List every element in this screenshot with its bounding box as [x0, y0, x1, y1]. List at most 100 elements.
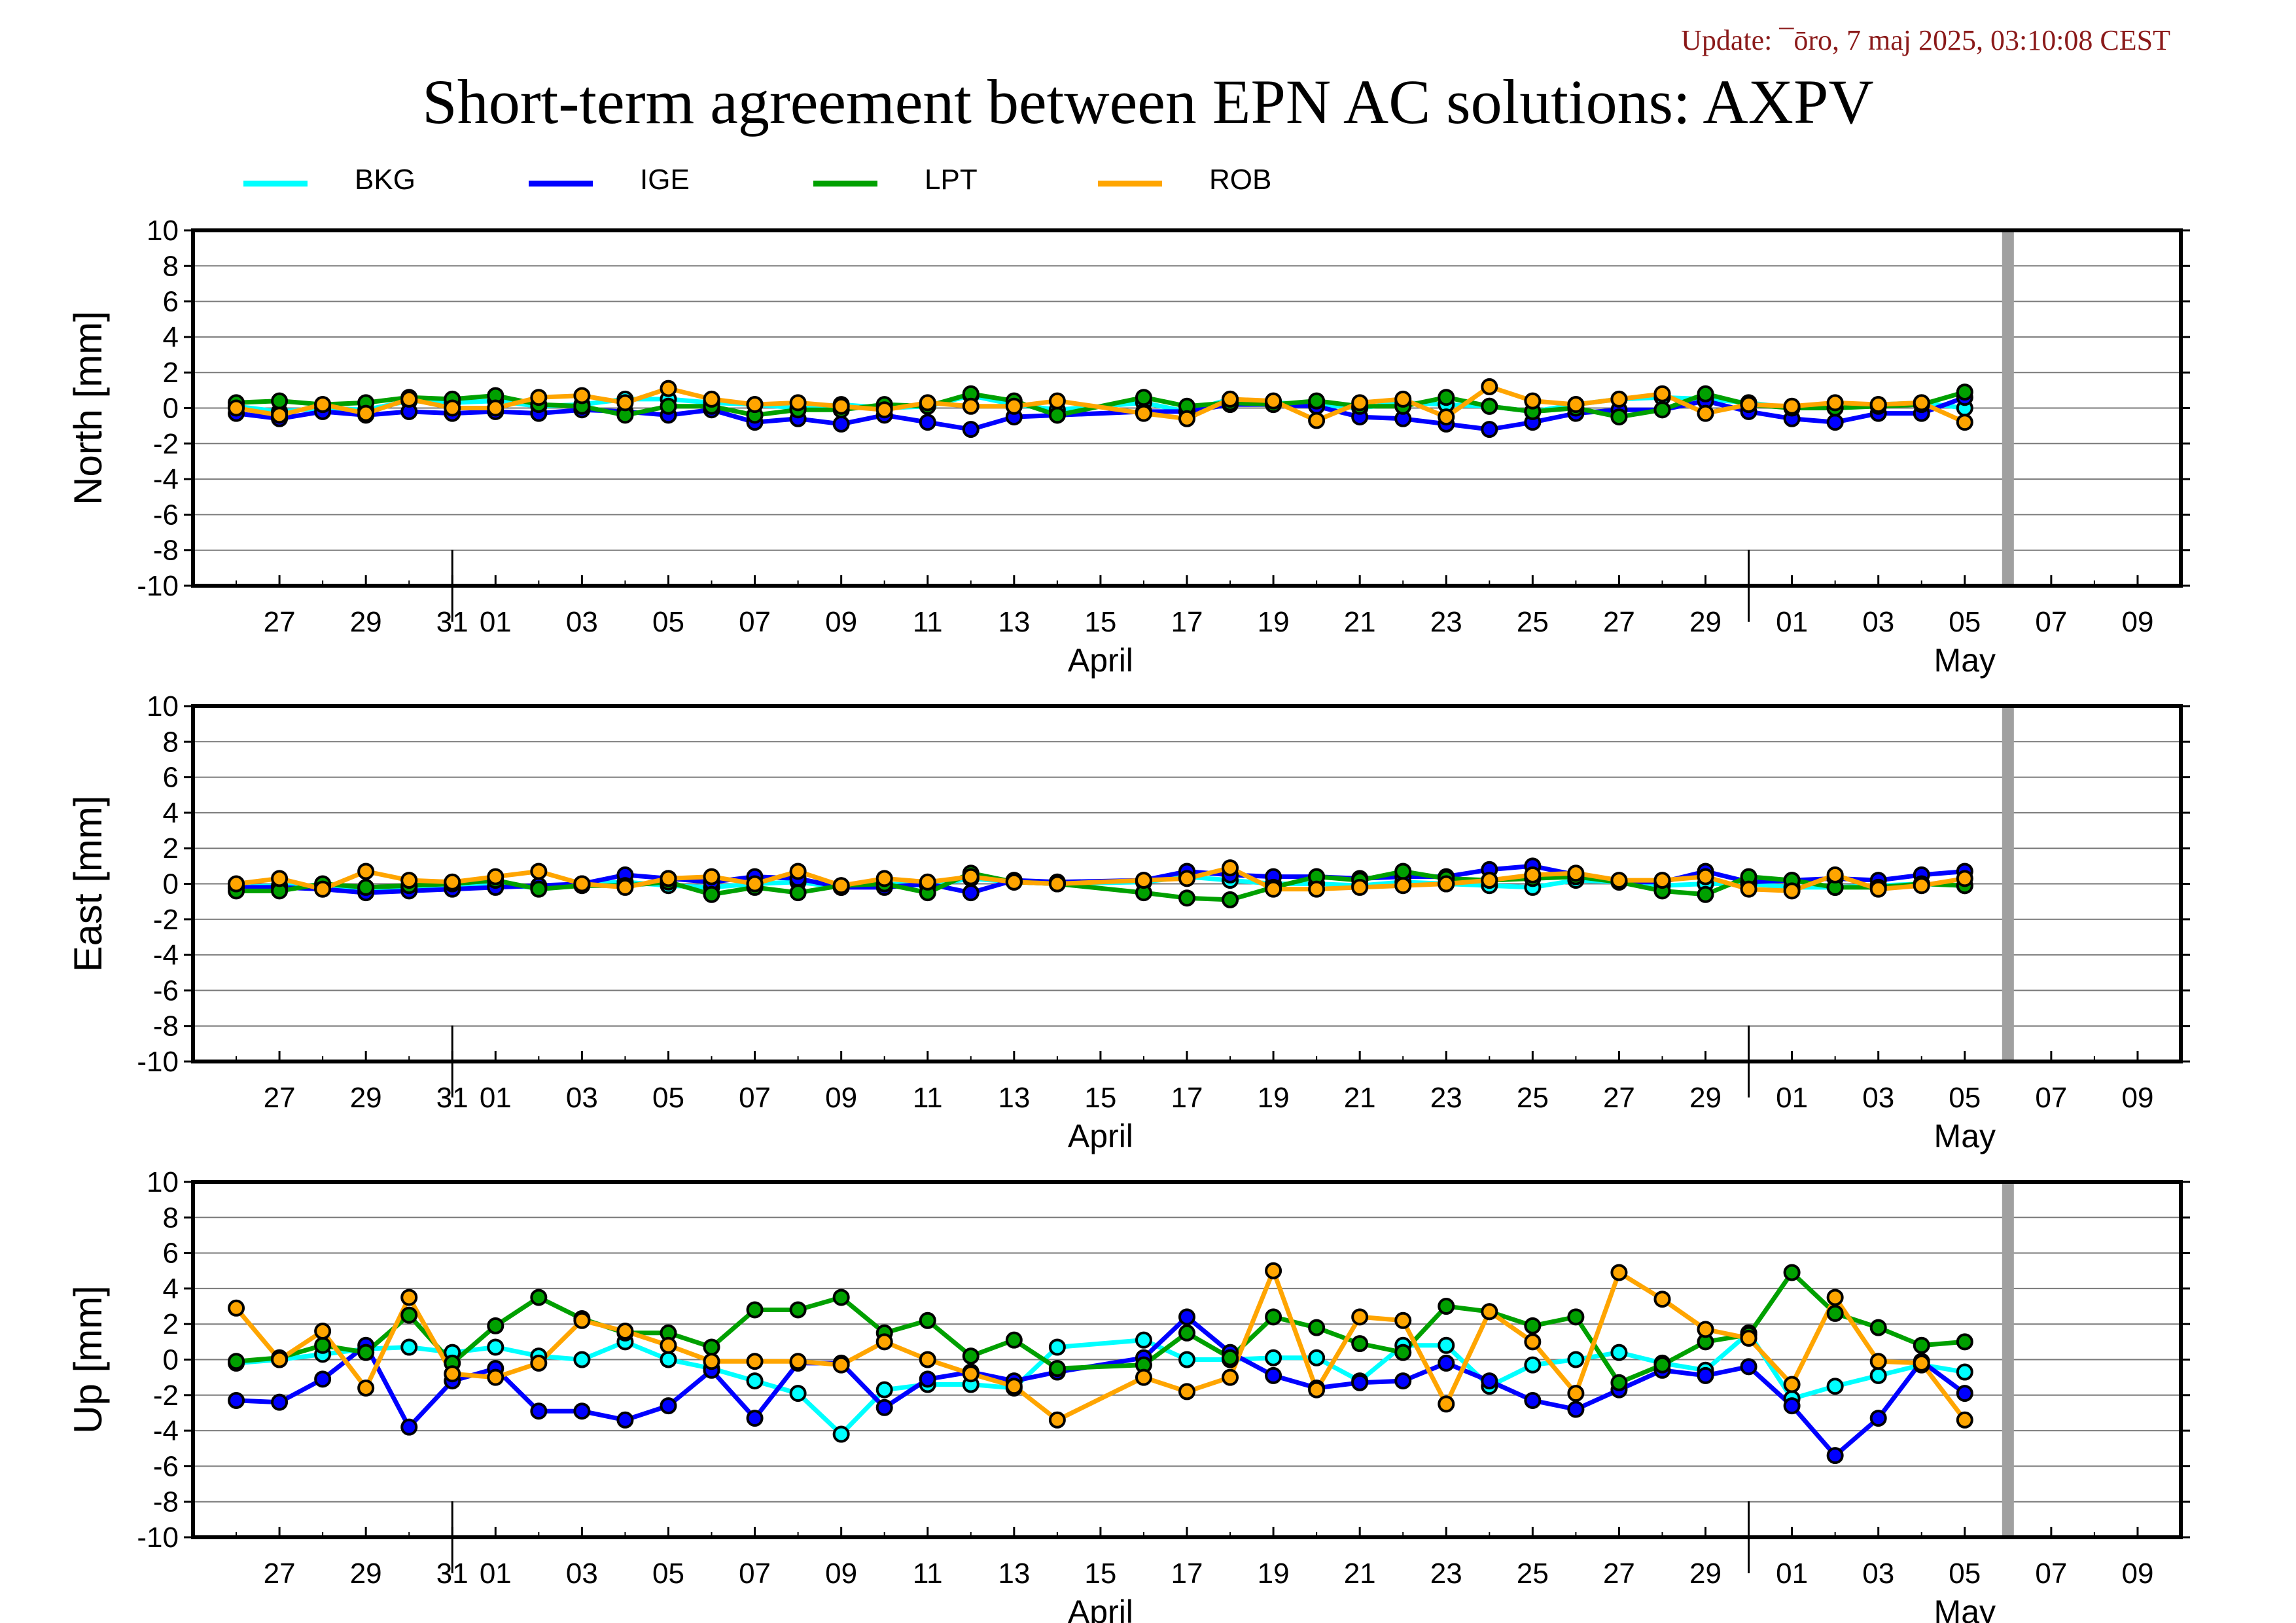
east-point-rob: [1567, 865, 1585, 882]
up-point-rob: [660, 1336, 677, 1354]
east-y-tick-label: 4: [163, 797, 179, 829]
up-point-rob: [1005, 1378, 1023, 1395]
north-point-ige: [1481, 421, 1498, 438]
up-y-tick-label: 0: [163, 1344, 179, 1376]
north-point-lpt: [1697, 385, 1714, 402]
up-point-ige: [573, 1402, 591, 1420]
east-point-lpt: [1394, 863, 1412, 880]
up-point-lpt: [1351, 1335, 1369, 1353]
east-point-rob: [1610, 872, 1628, 889]
east-point-rob: [1222, 859, 1239, 877]
up-series-line-lpt: [236, 1270, 1966, 1385]
up-x-tick-label: 03: [566, 1558, 598, 1590]
north-point-rob: [1351, 394, 1369, 412]
north-x-tick-label: 15: [1084, 606, 1116, 638]
up-point-rob: [573, 1311, 591, 1329]
east-point-lpt: [703, 885, 720, 903]
east-x-tick-label: 15: [1084, 1082, 1116, 1114]
east-x-tick-label: 07: [2035, 1082, 2067, 1114]
up-x-tick-label: 29: [350, 1558, 382, 1590]
east-point-rob: [1481, 872, 1498, 889]
up-point-ige: [1826, 1447, 1844, 1465]
up-point-rob: [1048, 1411, 1066, 1429]
up-point-rob: [1524, 1333, 1542, 1351]
north-point-lpt: [1610, 408, 1628, 426]
up-point-ige: [530, 1402, 548, 1420]
east-month-label: April: [1068, 1118, 1133, 1154]
up-y-tick-label: -6: [153, 1450, 179, 1482]
up-x-tick-label: 05: [1949, 1558, 1981, 1590]
up-point-lpt: [1783, 1264, 1801, 1281]
east-point-rob: [573, 875, 591, 893]
up-point-rob: [1178, 1383, 1195, 1400]
up-point-lpt: [746, 1301, 764, 1319]
up-point-bkg: [1178, 1351, 1195, 1368]
north-point-rob: [573, 387, 591, 404]
up-point-rob: [789, 1353, 807, 1370]
legend-swatch-rob: [1098, 181, 1162, 187]
up-point-bkg: [1265, 1349, 1282, 1366]
east-y-tick-label: -8: [153, 1010, 179, 1043]
east-current-date-marker: [2002, 707, 2014, 1060]
north-point-lpt: [1653, 401, 1671, 419]
east-point-rob: [832, 877, 850, 895]
east-series-line-lpt: [236, 869, 1965, 902]
up-point-ige: [1351, 1374, 1369, 1391]
up-point-lpt: [1178, 1324, 1195, 1342]
east-point-rob: [1005, 873, 1023, 891]
north-x-tick-label: 17: [1171, 606, 1203, 638]
north-point-ige: [962, 421, 980, 438]
east-x-tick-label: 31: [436, 1082, 468, 1114]
up-point-rob: [1826, 1289, 1844, 1306]
up-point-rob: [1956, 1411, 1973, 1429]
up-point-rob: [400, 1289, 418, 1306]
north-point-ige: [919, 414, 936, 431]
up-point-bkg: [1438, 1336, 1455, 1354]
up-point-ige: [1481, 1372, 1498, 1390]
up-point-bkg: [1524, 1356, 1542, 1374]
north-x-tick-label: 09: [825, 606, 857, 638]
east-point-rob: [1913, 877, 1930, 895]
east-y-tick-label: 8: [163, 726, 179, 758]
up-point-bkg: [487, 1338, 504, 1356]
up-point-lpt: [1265, 1308, 1282, 1326]
north-x-tick-label: 03: [566, 606, 598, 638]
east-x-tick-label: 13: [998, 1082, 1030, 1114]
north-y-tick-label: -10: [137, 570, 179, 602]
up-point-ige: [1697, 1366, 1714, 1384]
up-point-rob: [228, 1299, 245, 1317]
east-point-lpt: [1178, 889, 1195, 907]
up-point-bkg: [573, 1351, 591, 1368]
up-point-lpt: [1567, 1308, 1585, 1326]
east-x-tick-label: 19: [1258, 1082, 1290, 1114]
east-point-rob: [875, 870, 893, 887]
north-point-rob: [875, 401, 893, 419]
north-point-rob: [660, 380, 677, 397]
north-x-tick-label: 11: [913, 606, 943, 638]
up-point-rob: [746, 1353, 764, 1370]
east-point-rob: [1048, 875, 1066, 893]
up-point-ige: [271, 1393, 289, 1411]
up-y-tick-label: -8: [153, 1486, 179, 1518]
up-point-rob: [919, 1351, 936, 1368]
east-x-tick-label: 11: [913, 1082, 943, 1114]
north-point-ige: [832, 415, 850, 433]
up-point-lpt: [1524, 1317, 1542, 1334]
legend-swatch-ige: [529, 181, 593, 187]
east-x-tick-label: 09: [825, 1082, 857, 1114]
north-point-rob: [1222, 390, 1239, 408]
north-point-rob: [400, 390, 418, 408]
east-point-lpt: [1697, 885, 1714, 903]
north-point-rob: [1610, 390, 1628, 408]
up-point-rob: [530, 1354, 548, 1372]
east-y-tick-label: -4: [153, 939, 179, 971]
north-y-tick-label: 2: [163, 357, 179, 389]
chart-title: Short-term agreement between EPN AC solu…: [422, 67, 1874, 137]
north-point-rob: [1394, 390, 1412, 408]
up-point-bkg: [832, 1425, 850, 1443]
up-y-tick-label: -2: [153, 1380, 179, 1412]
north-x-tick-label: 09: [2121, 606, 2153, 638]
up-point-bkg: [1826, 1378, 1844, 1395]
up-point-ige: [314, 1370, 332, 1388]
east-point-rob: [616, 878, 634, 896]
